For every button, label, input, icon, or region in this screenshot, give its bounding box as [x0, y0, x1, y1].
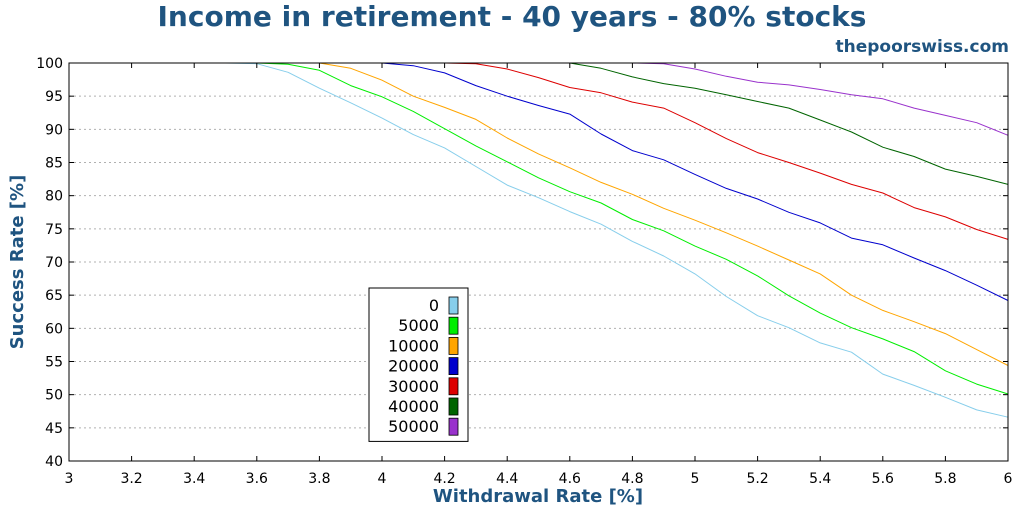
legend-label: 5000 [398, 316, 439, 335]
y-tick-label: 85 [45, 156, 63, 172]
series-line-10000 [69, 62, 1009, 366]
legend-swatch [448, 336, 459, 355]
legend-label: 10000 [388, 336, 439, 355]
y-tick-label: 100 [36, 56, 63, 72]
x-tick-label: 4.8 [621, 471, 643, 487]
y-tick-label: 70 [45, 255, 63, 271]
x-tick-label: 5.6 [872, 471, 894, 487]
x-tick-label: 4.2 [433, 471, 455, 487]
series-lines [69, 62, 1009, 418]
y-tick-label: 55 [45, 355, 63, 371]
legend-label: 40000 [388, 397, 439, 416]
y-tick-label: 95 [45, 89, 63, 105]
legend-label: 0 [429, 296, 439, 315]
legend-swatch [448, 417, 459, 436]
x-tick-label: 5.4 [809, 471, 831, 487]
watermark-text: thepoorswiss.com [836, 37, 1010, 57]
x-tick-label: 5.8 [934, 471, 956, 487]
x-tick-label: 3.6 [246, 471, 268, 487]
y-tick-label: 80 [45, 189, 63, 205]
legend-label: 50000 [388, 417, 439, 436]
x-tick-label: 5.2 [746, 471, 768, 487]
y-tick-label: 60 [45, 321, 63, 337]
x-tick-label: 3 [65, 471, 74, 487]
x-axis-title: Withdrawal Rate [%] [433, 486, 643, 507]
legend-label: 30000 [388, 377, 439, 396]
y-tick-label: 90 [45, 122, 63, 138]
x-tick-label: 4.6 [559, 471, 581, 487]
y-tick-label: 50 [45, 388, 63, 404]
x-tick-label: 3.8 [308, 471, 330, 487]
legend-swatch [448, 397, 459, 416]
x-tick-label: 6 [1004, 471, 1013, 487]
y-tick-label: 65 [45, 288, 63, 304]
chart-title: Income in retirement - 40 years - 80% st… [158, 0, 867, 33]
grid-lines [69, 95, 1008, 429]
series-line-40000 [69, 62, 1009, 185]
legend-swatch [448, 377, 459, 396]
x-tick-label: 5 [691, 471, 700, 487]
y-tick-label: 45 [45, 421, 63, 437]
y-axis-title: Success Rate [%] [7, 175, 28, 350]
x-tick-label: 4.4 [496, 471, 518, 487]
legend-swatch [448, 296, 459, 315]
x-tick-label: 3.4 [183, 471, 205, 487]
legend-label: 20000 [388, 357, 439, 376]
x-tick-label: 3.2 [120, 471, 142, 487]
series-line-50000 [69, 62, 1009, 136]
y-tick-label: 40 [45, 454, 63, 470]
series-line-20000 [69, 62, 1009, 301]
legend-swatch [448, 357, 459, 376]
legend-swatch [448, 316, 459, 335]
x-tick-label: 4 [378, 471, 387, 487]
y-tick-label: 75 [45, 222, 63, 238]
series-line-30000 [69, 62, 1009, 240]
series-line-0 [69, 62, 1009, 418]
